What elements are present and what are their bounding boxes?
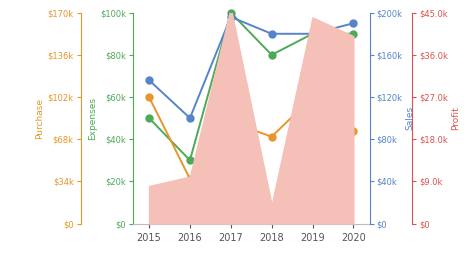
Y-axis label: Purchase: Purchase xyxy=(36,98,45,139)
Y-axis label: Profit: Profit xyxy=(451,106,460,130)
Y-axis label: Sales: Sales xyxy=(406,106,415,130)
Y-axis label: Expenses: Expenses xyxy=(88,97,97,140)
